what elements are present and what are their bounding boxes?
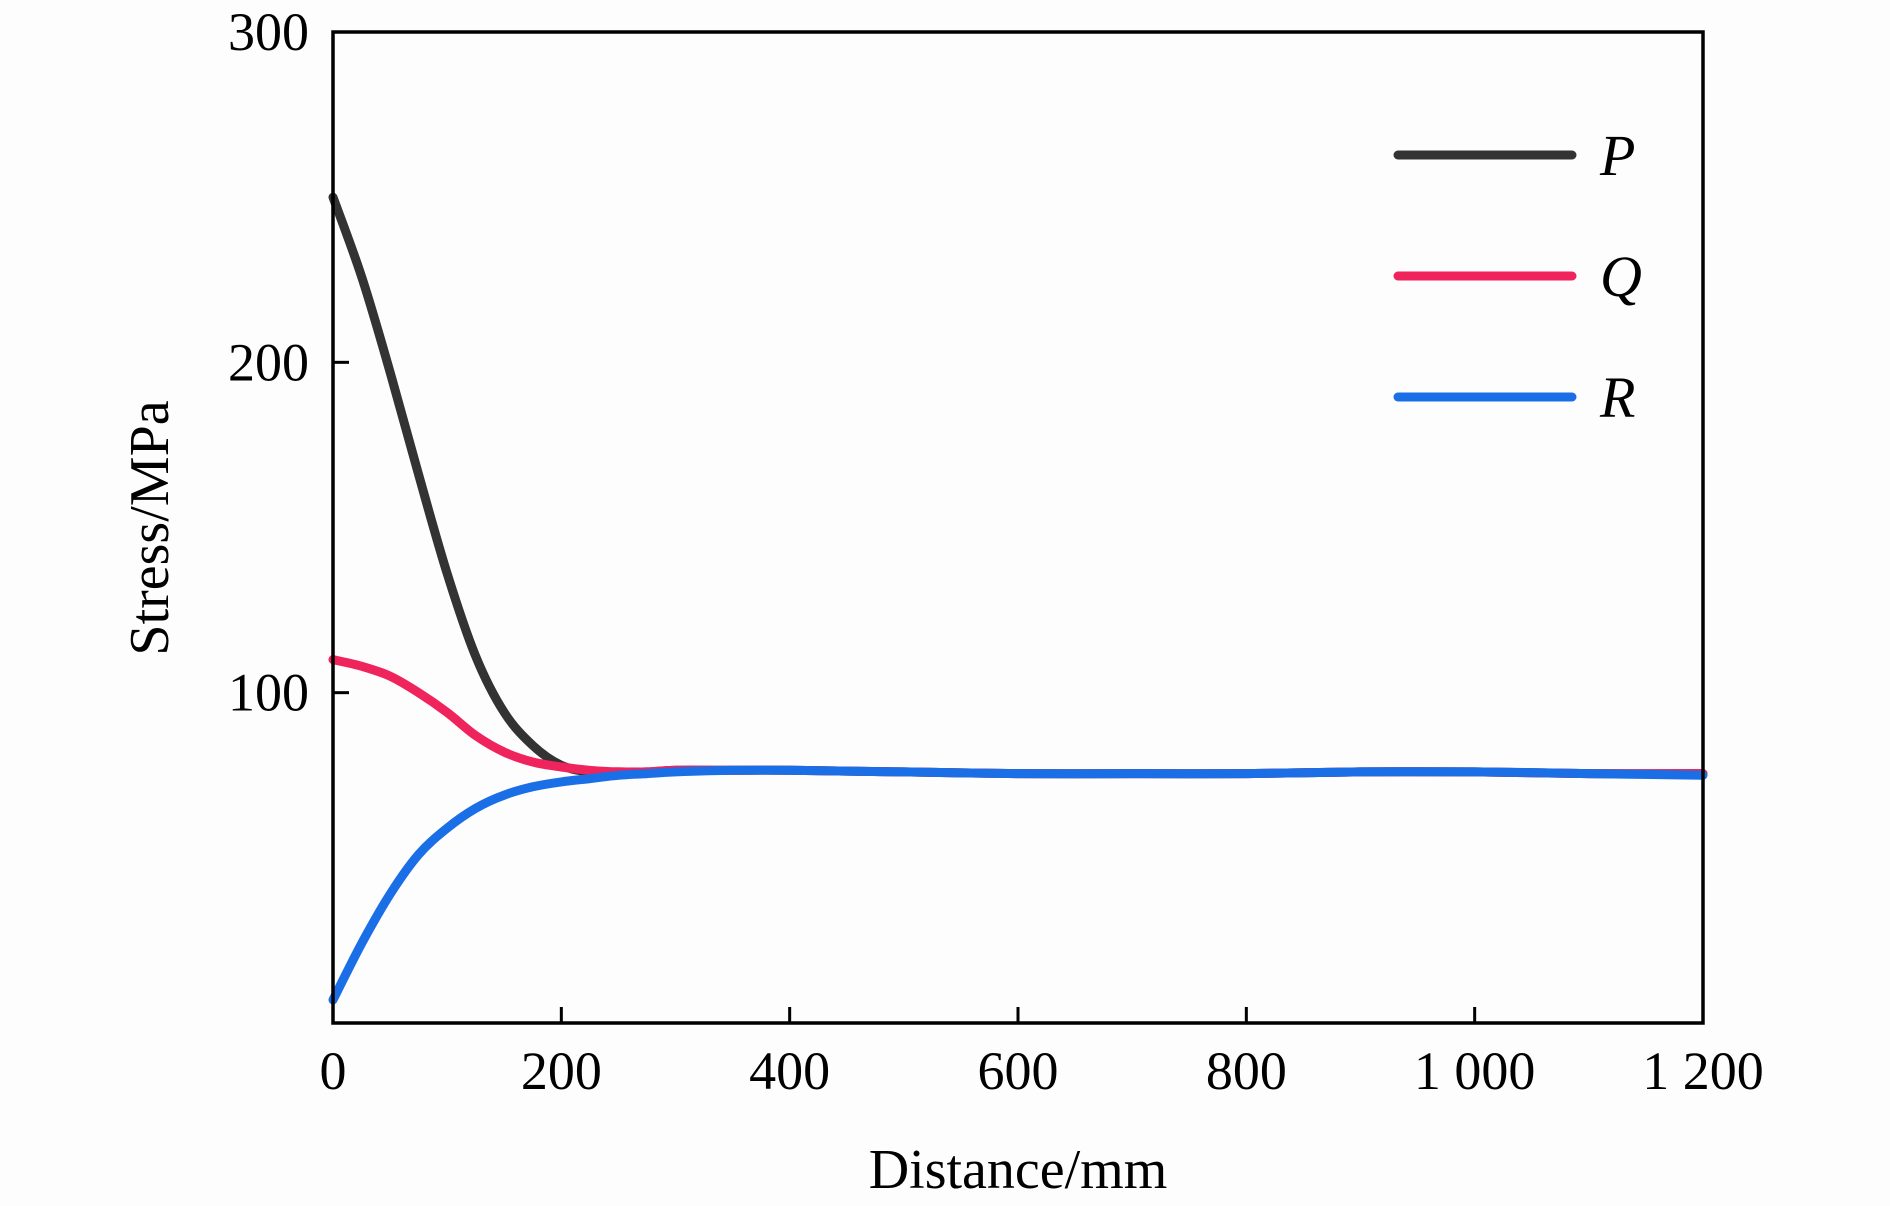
legend-label-q: Q xyxy=(1600,244,1642,309)
plot-frame xyxy=(331,30,1705,1025)
x-tick-label: 400 xyxy=(749,1041,830,1101)
tick-layer: 0 200 400 600 800 1 000 1 200 100 200 300 xyxy=(228,2,1764,1101)
y-tick-label: 300 xyxy=(228,2,309,62)
legend: PQR xyxy=(1393,123,1642,430)
series-line-q xyxy=(328,655,1708,779)
series-layer xyxy=(328,192,1708,1005)
x-tick-label: 1 000 xyxy=(1414,1041,1536,1101)
legend-label-p: P xyxy=(1599,123,1635,188)
series-line-r xyxy=(328,765,1708,1005)
y-tick-label: 200 xyxy=(228,332,309,392)
x-tick-label: 1 200 xyxy=(1642,1041,1764,1101)
x-tick-label: 800 xyxy=(1206,1041,1287,1101)
x-tick-label: 0 xyxy=(320,1041,347,1101)
y-tick-label: 100 xyxy=(228,663,309,723)
series-line-p xyxy=(328,192,1708,779)
x-tick-label: 600 xyxy=(978,1041,1059,1101)
x-tick-label: 200 xyxy=(521,1041,602,1101)
legend-label-r: R xyxy=(1599,365,1635,430)
y-axis-title: Stress/MPa xyxy=(119,400,181,655)
x-axis-title: Distance/mm xyxy=(869,1139,1168,1201)
